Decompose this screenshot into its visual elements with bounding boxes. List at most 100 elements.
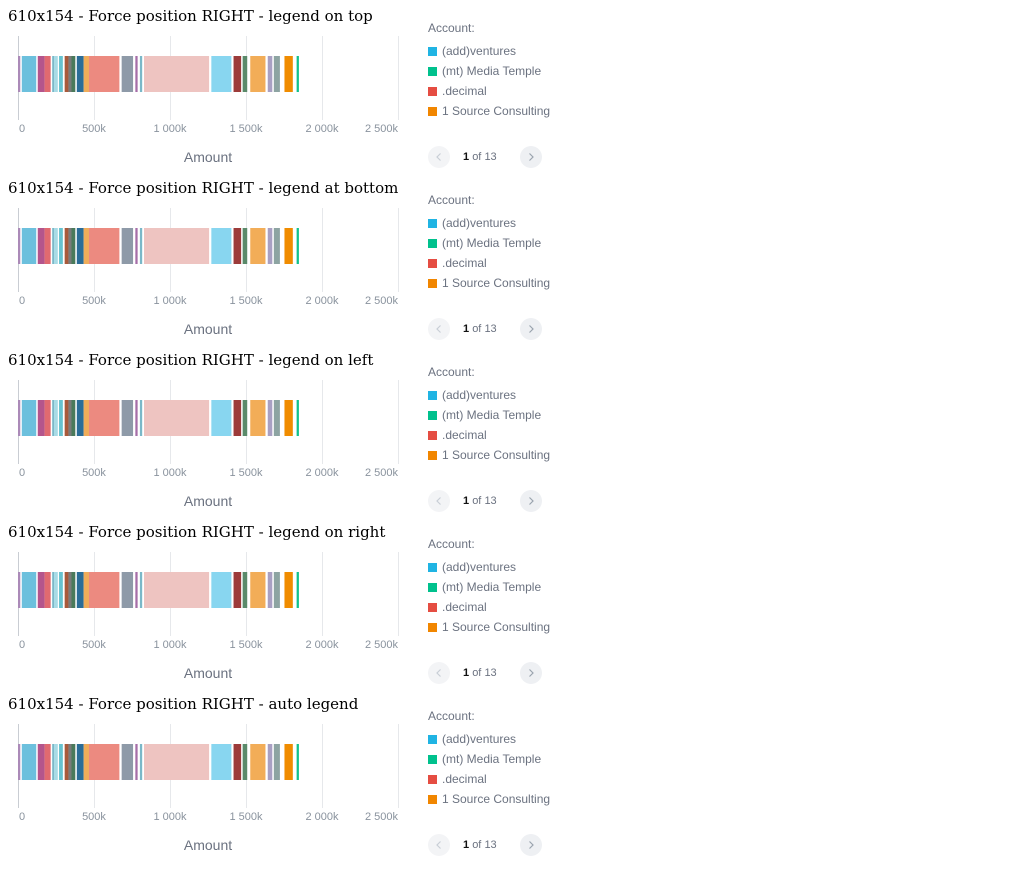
- pager-current: 1: [463, 495, 470, 507]
- legend-item[interactable]: .decimal: [428, 81, 550, 101]
- legend-item[interactable]: (add)ventures: [428, 729, 550, 749]
- legend-list: (add)ventures (mt) Media Temple .decimal 1 …: [428, 41, 550, 121]
- legend-item[interactable]: 1 Source Consulting: [428, 273, 550, 293]
- bar-segment: [296, 400, 299, 436]
- chart-block: 610x154 - Force position RIGHT - legend …: [0, 344, 1024, 516]
- pager-prev-button[interactable]: [428, 662, 450, 684]
- x-tick-label: 1 000k: [153, 295, 187, 307]
- legend-label: (mt) Media Temple: [442, 64, 542, 78]
- legend-swatch: [428, 86, 437, 96]
- chevron-left-icon: [436, 497, 441, 505]
- legend-item[interactable]: (add)ventures: [428, 213, 550, 233]
- legend-item[interactable]: (add)ventures: [428, 41, 550, 61]
- bar-segment: [144, 744, 210, 780]
- x-axis-label: Amount: [184, 321, 232, 337]
- chevron-right-icon: [529, 497, 534, 505]
- bar-segment: [135, 400, 138, 436]
- x-tick-label: 500k: [82, 123, 106, 135]
- legend-list: (add)ventures (mt) Media Temple .decimal 1 …: [428, 557, 550, 637]
- bar-segment: [121, 744, 134, 780]
- bar-segment: [76, 744, 84, 780]
- pager-of: of: [472, 151, 482, 163]
- bar-segment: [242, 572, 248, 608]
- bar-segment: [37, 56, 45, 92]
- bar-segment: [121, 400, 134, 436]
- chevron-left-icon: [436, 153, 441, 161]
- bar-segment: [144, 56, 210, 92]
- legend-item[interactable]: 1 Source Consulting: [428, 789, 550, 809]
- legend-item[interactable]: (mt) Media Temple: [428, 749, 550, 769]
- bar-segment: [242, 56, 248, 92]
- bar-segment: [21, 744, 37, 780]
- legend-item[interactable]: 1 Source Consulting: [428, 445, 550, 465]
- pager-next-button[interactable]: [520, 146, 542, 168]
- bar-chart: 0 500k 1 000k 1 500k 2 000k 2 500k Amount: [18, 36, 399, 165]
- bar-segment: [139, 228, 143, 264]
- bar-segment: [59, 228, 63, 264]
- legend-item[interactable]: (mt) Media Temple: [428, 61, 550, 81]
- bar-segment: [18, 572, 21, 608]
- pager-total: 13: [484, 323, 497, 335]
- bar-segment: [18, 228, 21, 264]
- pager-next-button[interactable]: [520, 662, 542, 684]
- bar-segment: [64, 56, 69, 92]
- bar-segment: [135, 572, 138, 608]
- pager-prev-button[interactable]: [428, 318, 450, 340]
- bar-segment: [284, 572, 293, 608]
- bar-segment: [59, 56, 63, 92]
- legend: Account: (add)ventures (mt) Media Temple.…: [428, 688, 628, 860]
- bar-segment: [211, 400, 232, 436]
- bar-segment: [64, 744, 69, 780]
- x-tick-label: 1 000k: [153, 639, 187, 651]
- pager-next-button[interactable]: [520, 834, 542, 856]
- legend-swatch: [428, 410, 437, 420]
- legend-item[interactable]: (mt) Media Temple: [428, 233, 550, 253]
- legend: Account: (add)ventures (mt) Media Temple.…: [428, 344, 628, 516]
- legend-swatch: [428, 218, 437, 228]
- legend-label: (add)ventures: [442, 388, 517, 402]
- bar-segment: [52, 572, 55, 608]
- legend-item[interactable]: .decimal: [428, 425, 550, 445]
- bar-segment: [71, 744, 76, 780]
- legend-swatch: [428, 450, 437, 460]
- bar-segment: [21, 56, 37, 92]
- bar-segment: [71, 228, 76, 264]
- bar-chart: 0 500k 1 000k 1 500k 2 000k 2 500k Amount: [18, 724, 399, 853]
- legend-item[interactable]: (mt) Media Temple: [428, 577, 550, 597]
- legend-list: (add)ventures (mt) Media Temple .decimal 1 …: [428, 729, 550, 809]
- legend-item[interactable]: .decimal: [428, 769, 550, 789]
- pager-next-button[interactable]: [520, 490, 542, 512]
- legend-item[interactable]: .decimal: [428, 253, 550, 273]
- pager-prev-button[interactable]: [428, 490, 450, 512]
- legend-label: (mt) Media Temple: [442, 236, 542, 250]
- bar-segment: [44, 744, 51, 780]
- legend-item[interactable]: (add)ventures: [428, 557, 550, 577]
- legend-label: (add)ventures: [442, 44, 517, 58]
- bar-segment: [64, 228, 69, 264]
- legend-item[interactable]: 1 Source Consulting: [428, 617, 550, 637]
- bar-segment: [21, 400, 37, 436]
- pager-prev-button[interactable]: [428, 146, 450, 168]
- bar-segment: [54, 572, 58, 608]
- bar-segment: [250, 400, 266, 436]
- bar-segment: [211, 56, 232, 92]
- chevron-left-icon: [436, 841, 441, 849]
- pager-prev-button[interactable]: [428, 834, 450, 856]
- pager-current: 1: [463, 667, 470, 679]
- pager-next-button[interactable]: [520, 318, 542, 340]
- legend-item[interactable]: (mt) Media Temple: [428, 405, 550, 425]
- legend-title: Account:: [428, 193, 475, 207]
- bar-segment: [242, 228, 248, 264]
- legend-item[interactable]: (add)ventures: [428, 385, 550, 405]
- bar-segment: [211, 744, 232, 780]
- legend-item[interactable]: 1 Source Consulting: [428, 101, 550, 121]
- legend-swatch: [428, 106, 437, 116]
- legend-item[interactable]: .decimal: [428, 597, 550, 617]
- legend-swatch: [428, 390, 437, 400]
- pager-total: 13: [484, 667, 497, 679]
- legend-swatch: [428, 794, 437, 804]
- chart-heading: 610x154 - Force position RIGHT - auto le…: [8, 695, 359, 713]
- bar-segment: [242, 400, 248, 436]
- legend: Account: (add)ventures (mt) Media Temple.…: [428, 516, 628, 688]
- legend-swatch: [428, 622, 437, 632]
